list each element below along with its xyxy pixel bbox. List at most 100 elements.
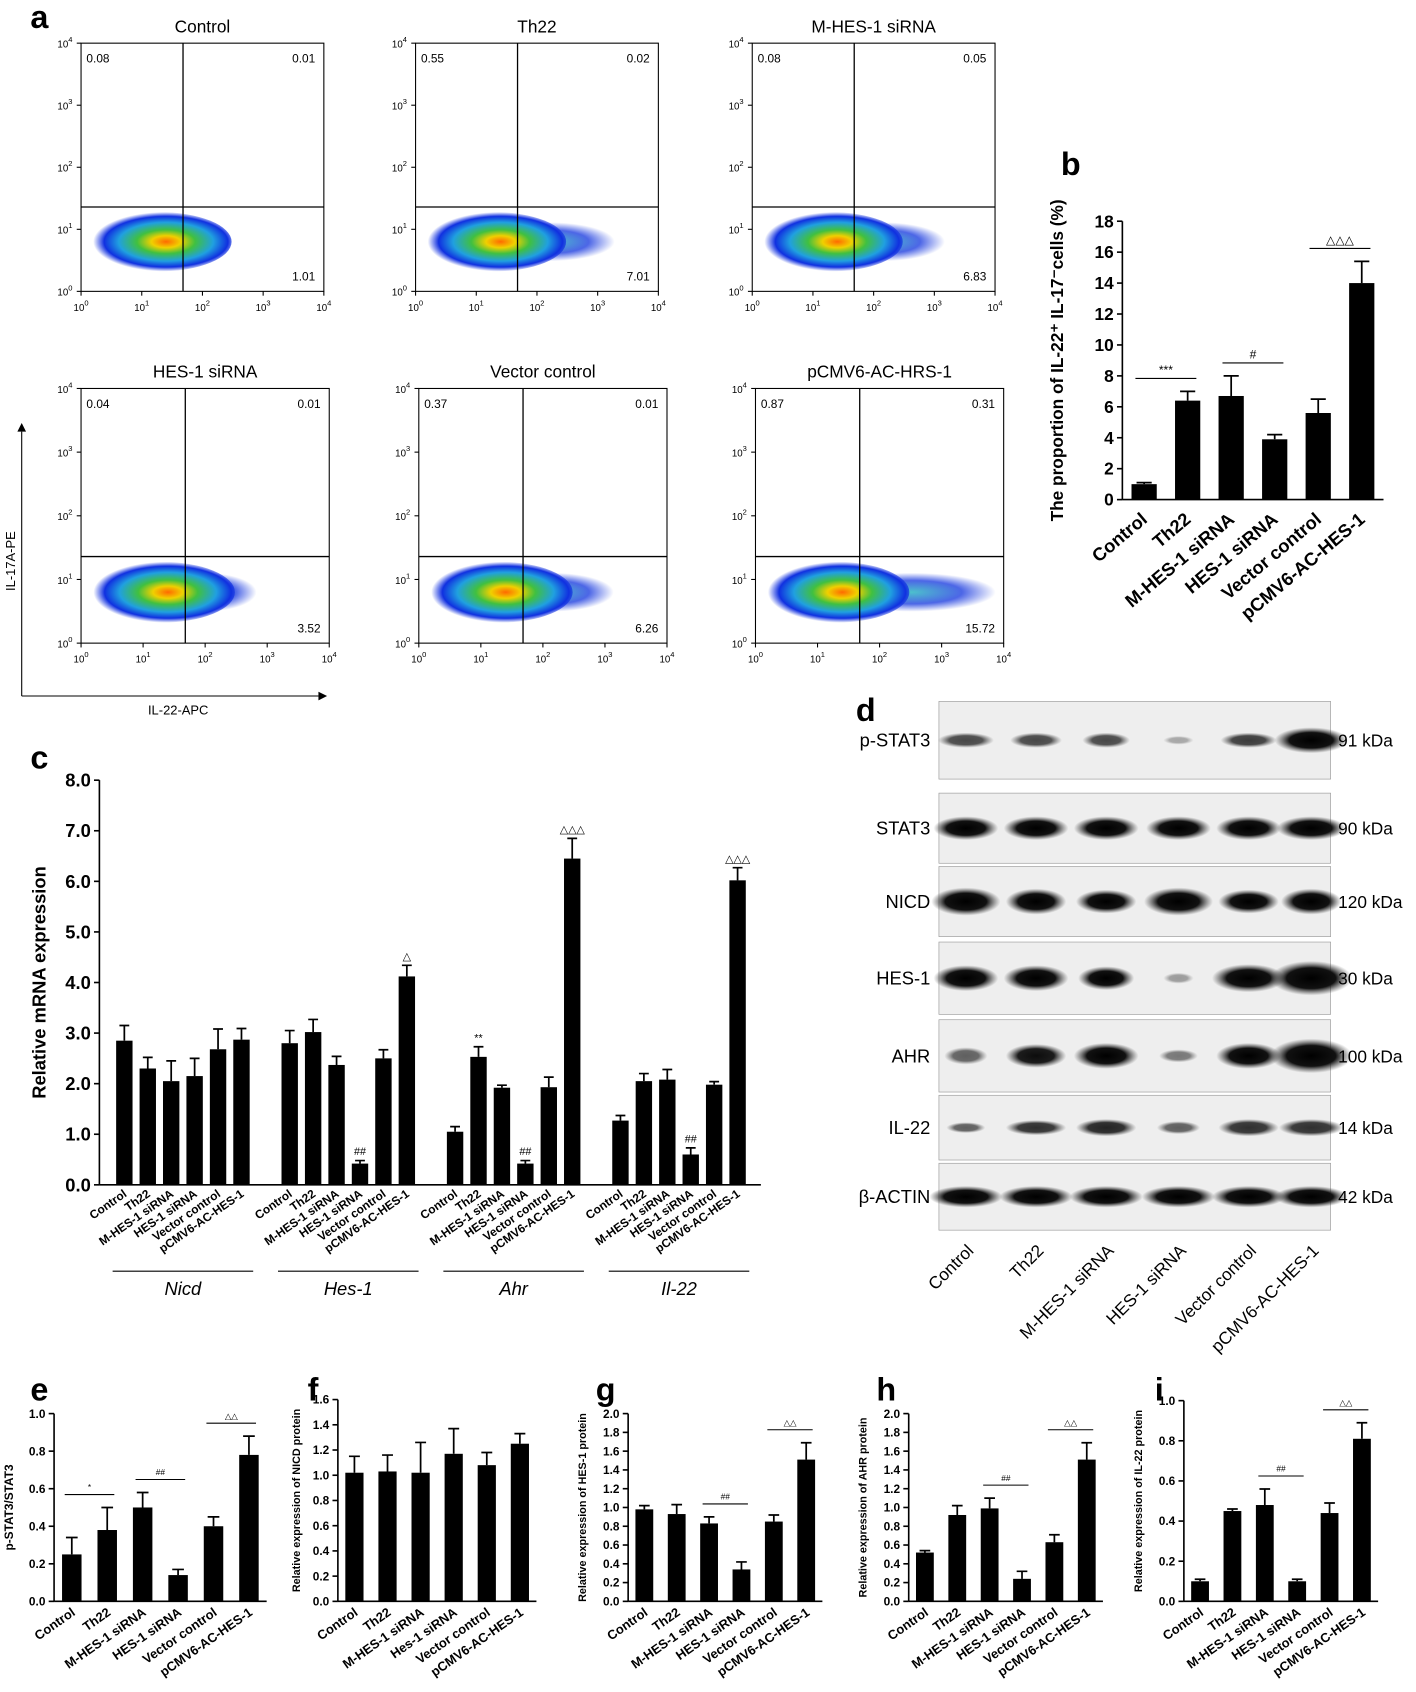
tick-base: 10: [535, 655, 546, 666]
tick-base: 10: [57, 102, 68, 113]
tick-base: 10: [934, 655, 945, 666]
quadrant-value: 6.83: [963, 270, 986, 284]
log-tick-label: 102: [535, 650, 550, 665]
log-tick-label: 100: [748, 650, 763, 665]
error-bar: [984, 1497, 995, 1509]
error-bar: [1049, 1533, 1060, 1543]
error-bar: [800, 1441, 812, 1460]
tick-exponent: 3: [266, 298, 270, 307]
quadrant-value: 3.52: [298, 621, 321, 635]
cell-population: [86, 561, 235, 623]
log-tick-label: 102: [395, 508, 410, 523]
bar: [635, 1081, 653, 1185]
tick-exponent: 0: [68, 635, 72, 644]
error-bar: [1310, 398, 1326, 414]
y-tick-label: 6.0: [65, 871, 90, 892]
quadrant-value: 0.01: [635, 397, 658, 411]
x-tick-label: Control: [1160, 1604, 1206, 1643]
log-tick-label: 104: [322, 650, 337, 665]
tick-base: 10: [57, 226, 68, 237]
bar: [281, 1043, 298, 1185]
tick-exponent: 2: [540, 298, 544, 307]
error-bar: [615, 1114, 626, 1121]
y-tick-label: 4.0: [65, 972, 90, 993]
significance-label: ##: [156, 1467, 166, 1477]
significance-label: △△△: [560, 824, 586, 836]
bar: [948, 1514, 967, 1602]
tick-exponent: 1: [406, 571, 410, 580]
molecular-weight: 30 kDa: [1338, 969, 1393, 989]
y-tick-label: 0.6: [884, 1538, 901, 1552]
protein-band: [1270, 960, 1353, 996]
tick-exponent: 1: [821, 650, 825, 659]
significance-label: △△: [1064, 1417, 1077, 1427]
y-tick-label: 1.4: [884, 1463, 901, 1477]
error-bar: [65, 1536, 78, 1555]
tick-exponent: 1: [145, 298, 149, 307]
tick-exponent: 3: [403, 97, 407, 106]
log-tick-label: 103: [57, 97, 72, 112]
y-tick-label: 8.0: [65, 770, 90, 791]
log-tick-label: 100: [395, 635, 410, 650]
error-bar: [671, 1503, 683, 1515]
tick-exponent: 4: [403, 35, 407, 44]
protein-band: [1276, 816, 1346, 841]
bar: [980, 1508, 999, 1602]
y-tick-label: 1.2: [313, 1443, 330, 1457]
bar: [1349, 283, 1375, 500]
y-tick-label: 0.2: [1159, 1554, 1176, 1568]
tick-exponent: 0: [756, 298, 760, 307]
protein-band: [1003, 965, 1069, 992]
tick-base: 10: [732, 576, 743, 587]
protein-band: [1010, 732, 1062, 748]
tick-exponent: 4: [739, 35, 743, 44]
error-bar: [514, 1432, 526, 1444]
cell-population: [420, 211, 567, 272]
tick-base: 10: [392, 164, 403, 175]
y-tick-label: 10: [1095, 335, 1114, 355]
tick-base: 10: [729, 102, 740, 113]
tick-exponent: 1: [480, 298, 484, 307]
tick-base: 10: [469, 303, 480, 314]
protein-band: [1274, 727, 1348, 754]
bar: [1255, 1505, 1274, 1602]
significance-label: **: [474, 1032, 483, 1044]
tick-exponent: 4: [406, 380, 410, 389]
log-tick-label: 101: [395, 571, 410, 586]
error-bar: [166, 1060, 177, 1082]
bar: [351, 1163, 369, 1185]
bar: [705, 1084, 723, 1185]
log-tick-label: 101: [732, 571, 747, 586]
significance-label: ##: [354, 1146, 366, 1158]
tick-exponent: 3: [938, 298, 942, 307]
error-bar: [1227, 1508, 1238, 1512]
log-tick-label: 103: [927, 298, 942, 313]
protein-band: [1270, 1038, 1353, 1074]
tick-base: 10: [198, 655, 209, 666]
quadrant-value: 0.08: [86, 52, 109, 66]
bar: [233, 1039, 250, 1185]
log-tick-label: 101: [136, 650, 151, 665]
panel-label: h: [876, 1372, 896, 1408]
protein-band: [1078, 966, 1135, 991]
protein-band: [1278, 1119, 1344, 1137]
y-tick-label: 0.0: [884, 1595, 901, 1609]
protein-band: [933, 816, 999, 841]
bar: [1218, 395, 1244, 500]
error-bar: [473, 1045, 484, 1057]
tick-base: 10: [392, 288, 403, 299]
tick-exponent: 4: [68, 35, 72, 44]
error-bar: [919, 1549, 931, 1553]
log-tick-label: 102: [57, 508, 72, 523]
tick-exponent: 2: [877, 298, 881, 307]
error-bar: [1356, 1421, 1368, 1439]
y-tick-label: 0.8: [1159, 1434, 1176, 1448]
tick-base: 10: [322, 655, 333, 666]
log-tick-label: 103: [395, 444, 410, 459]
y-tick-label: 0.8: [29, 1444, 46, 1458]
y-tick-label: 0.6: [603, 1538, 620, 1552]
bar: [517, 1163, 534, 1185]
tick-exponent: 1: [739, 221, 743, 230]
error-bar: [415, 1441, 427, 1473]
tick-exponent: 2: [403, 159, 407, 168]
